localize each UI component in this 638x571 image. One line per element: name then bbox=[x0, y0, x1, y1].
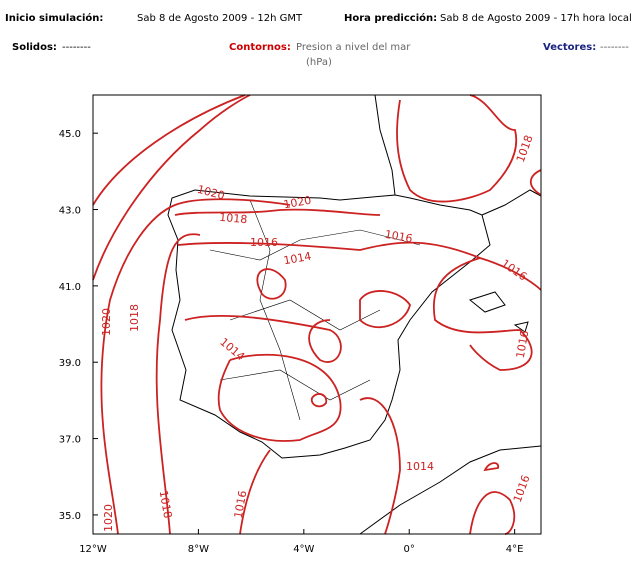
forecast-label: Hora predicción: bbox=[344, 12, 437, 24]
vector-label: Vectores: bbox=[543, 42, 596, 53]
coastline bbox=[167, 94, 542, 535]
contour-labels: 1018 1020 1018 1020 1016 1014 1016 1016 1016 1020… bbox=[100, 133, 536, 532]
solid-value: -------- bbox=[62, 42, 91, 53]
contour-label: 1014 bbox=[282, 250, 312, 268]
contour-label: 1016 bbox=[511, 473, 533, 504]
forecast-value: Sab 8 de Agosto 2009 - 17h hora local bbox=[440, 13, 632, 24]
lat-tick-label: 35.0 bbox=[59, 511, 81, 522]
lat-tick-label: 39.0 bbox=[59, 358, 81, 369]
contour-label: 1014 bbox=[406, 460, 434, 473]
axes: 45.0 43.0 41.0 39.0 37.0 35.0 12°W 8°W 4°W 0° 4°E bbox=[59, 129, 524, 555]
lon-tick-label: 0° bbox=[404, 544, 415, 555]
contour-label: 1016 bbox=[499, 257, 529, 284]
lon-tick-label: 8°W bbox=[188, 544, 209, 555]
contour-value: Presion a nivel del mar bbox=[296, 42, 411, 53]
contour-label: 1016 bbox=[384, 228, 414, 246]
lon-tick-label: 4°E bbox=[506, 544, 524, 555]
start-value: Sab 8 de Agosto 2009 - 12h GMT bbox=[137, 13, 303, 24]
lon-tick-label: 12°W bbox=[79, 544, 107, 555]
pressure-contours bbox=[92, 94, 542, 535]
lon-tick-label: 4°W bbox=[293, 544, 314, 555]
lat-tick-label: 37.0 bbox=[59, 435, 81, 446]
lat-tick-label: 43.0 bbox=[59, 206, 81, 217]
contour-label: 1016 bbox=[514, 329, 532, 359]
lat-tick-label: 45.0 bbox=[59, 129, 81, 140]
contour-units: (hPa) bbox=[306, 57, 332, 68]
contour-label: 1018 bbox=[219, 211, 248, 226]
contour-label: 1016 bbox=[232, 489, 250, 519]
lat-tick-label: 41.0 bbox=[59, 282, 81, 293]
start-label: Inicio simulación: bbox=[5, 12, 103, 24]
contour-label: 1020 bbox=[100, 308, 113, 336]
contour-label: 1016 bbox=[250, 236, 278, 249]
contour-label: Contornos: bbox=[229, 42, 291, 53]
contour-label: 1018 bbox=[128, 304, 141, 332]
contour-label: 1020 bbox=[282, 194, 312, 212]
vector-value: -------- bbox=[600, 42, 629, 53]
solid-label: Solidos: bbox=[12, 42, 57, 53]
contour-label: 1020 bbox=[102, 504, 115, 532]
contour-label: 1018 bbox=[157, 489, 175, 519]
map-frame bbox=[92, 94, 542, 535]
